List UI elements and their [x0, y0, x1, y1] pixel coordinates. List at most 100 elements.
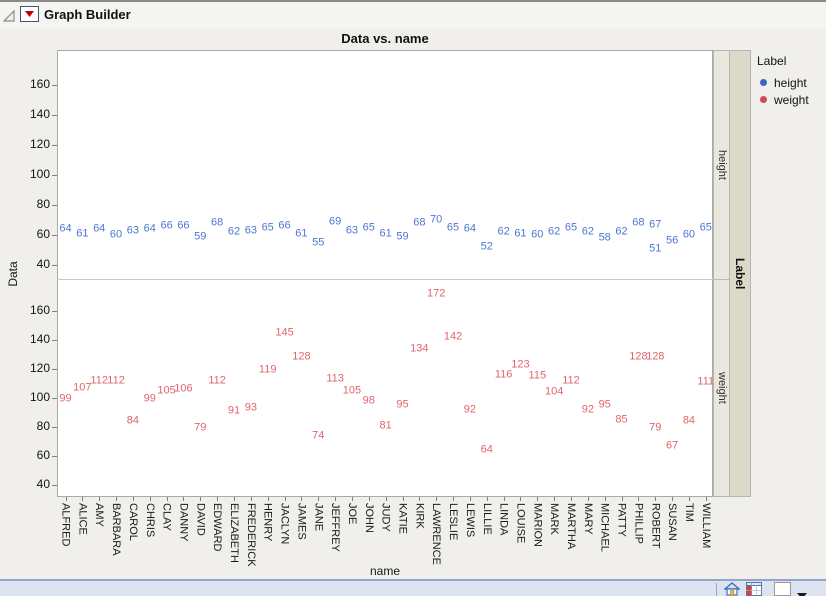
data-point-label-height[interactable]: 51: [649, 242, 662, 254]
data-point-label-weight[interactable]: 128: [292, 350, 311, 363]
data-point-label-height[interactable]: 63: [244, 224, 257, 236]
dropdown-triangle-icon[interactable]: [797, 587, 808, 596]
disclosure-triangle-icon[interactable]: [2, 8, 17, 28]
x-tick-label[interactable]: LAWRENCE: [430, 503, 443, 565]
data-point-label-weight[interactable]: 145: [275, 326, 294, 339]
data-point-label-height[interactable]: 59: [396, 230, 409, 242]
data-point-label-weight[interactable]: 134: [410, 342, 429, 355]
x-tick-label[interactable]: ALICE: [76, 503, 89, 535]
x-tick-label[interactable]: DANNY: [177, 503, 190, 542]
data-point-label-weight[interactable]: 106: [174, 382, 193, 395]
data-point-label-height[interactable]: 65: [261, 221, 274, 233]
legend-item-height[interactable]: height: [757, 74, 823, 91]
data-point-label-height[interactable]: 64: [59, 222, 72, 235]
data-point-label-weight[interactable]: 64: [480, 443, 493, 456]
x-tick-label[interactable]: TIM: [682, 503, 695, 522]
data-point-label-weight[interactable]: 111: [697, 375, 715, 388]
data-point-label-height[interactable]: 61: [76, 227, 89, 239]
x-tick-label[interactable]: MICHAEL: [598, 503, 611, 552]
x-tick-label[interactable]: JANE: [312, 503, 325, 532]
x-tick-label[interactable]: LOUISE: [514, 503, 527, 544]
data-point-label-height[interactable]: 65: [362, 221, 375, 233]
x-tick-label[interactable]: CLAY: [160, 503, 173, 531]
data-point-label-height[interactable]: 60: [682, 228, 696, 241]
x-tick-label[interactable]: SUSAN: [666, 503, 679, 541]
data-point-label-weight[interactable]: 91: [227, 404, 241, 417]
data-point-label-height[interactable]: 62: [497, 225, 510, 238]
data-point-label-height[interactable]: 62: [227, 225, 241, 238]
data-point-label-weight[interactable]: 116: [494, 368, 513, 381]
data-point-label-weight[interactable]: 123: [511, 358, 530, 371]
data-point-label-weight[interactable]: 84: [682, 414, 696, 427]
x-tick-label[interactable]: LINDA: [497, 503, 510, 536]
data-point-label-height[interactable]: 69: [328, 215, 342, 227]
data-point-label-weight[interactable]: 105: [157, 384, 176, 397]
plot-area[interactable]: [57, 50, 713, 497]
x-tick-label[interactable]: JOHN: [362, 503, 375, 533]
data-point-label-weight[interactable]: 112: [208, 374, 226, 387]
x-tick-label[interactable]: JOE: [345, 503, 358, 525]
x-tick-label[interactable]: CHRIS: [143, 503, 156, 538]
x-tick-label[interactable]: AMY: [93, 503, 106, 527]
data-point-label-height[interactable]: 68: [413, 216, 426, 229]
x-tick-label[interactable]: ALFRED: [59, 503, 72, 547]
data-point-label-weight[interactable]: 172: [427, 287, 446, 300]
data-point-label-height[interactable]: 59: [194, 230, 207, 242]
data-point-label-weight[interactable]: 92: [463, 403, 477, 416]
x-tick-label[interactable]: JEFFREY: [329, 503, 342, 552]
data-point-label-height[interactable]: 64: [93, 222, 106, 235]
data-point-label-height[interactable]: 61: [379, 227, 392, 239]
data-point-label-height[interactable]: 62: [615, 225, 628, 238]
data-point-label-weight[interactable]: 93: [244, 401, 257, 414]
x-tick-label[interactable]: CAROL: [126, 503, 139, 541]
red-triangle-menu-button[interactable]: [20, 6, 39, 22]
data-point-label-height[interactable]: 61: [514, 227, 527, 239]
data-point-label-height[interactable]: 52: [480, 240, 493, 253]
x-tick-label[interactable]: MARION: [531, 503, 544, 547]
data-point-label-weight[interactable]: 142: [443, 330, 463, 343]
x-tick-label[interactable]: MARY: [581, 503, 594, 535]
data-point-label-weight[interactable]: 105: [342, 384, 362, 397]
data-point-label-weight[interactable]: 112: [90, 374, 108, 387]
x-tick-label[interactable]: LESLIE: [447, 503, 460, 541]
data-point-label-height[interactable]: 62: [548, 225, 561, 238]
data-point-label-weight[interactable]: 112: [562, 374, 580, 387]
data-point-label-weight[interactable]: 119: [258, 363, 277, 376]
x-tick-label[interactable]: MARK: [548, 503, 561, 535]
selection-box[interactable]: [774, 582, 791, 596]
data-point-label-height[interactable]: 61: [295, 227, 308, 239]
data-point-label-height[interactable]: 70: [430, 213, 443, 226]
data-point-label-height[interactable]: 58: [598, 231, 611, 244]
data-point-label-height[interactable]: 56: [665, 234, 679, 247]
x-tick-label[interactable]: PATTY: [615, 503, 628, 537]
x-tick-label[interactable]: EDWARD: [211, 503, 224, 552]
data-point-label-height[interactable]: 62: [581, 225, 594, 238]
data-point-label-weight[interactable]: 99: [59, 392, 72, 405]
legend-item-weight[interactable]: weight: [757, 91, 823, 108]
data-point-label-weight[interactable]: 128: [629, 350, 648, 363]
data-point-label-height[interactable]: 65: [564, 221, 578, 233]
x-tick-label[interactable]: WILLIAM: [699, 503, 712, 549]
data-point-label-height[interactable]: 60: [531, 228, 544, 241]
data-point-label-weight[interactable]: 92: [581, 403, 594, 416]
x-tick-label[interactable]: BARBARA: [110, 503, 123, 556]
data-point-label-weight[interactable]: 98: [362, 394, 375, 407]
data-point-label-weight[interactable]: 74: [312, 429, 325, 442]
data-point-label-height[interactable]: 68: [211, 216, 224, 229]
data-point-label-height[interactable]: 63: [345, 224, 359, 236]
data-point-label-height[interactable]: 55: [312, 236, 325, 248]
data-point-label-height[interactable]: 64: [463, 222, 477, 235]
data-point-label-weight[interactable]: 113: [326, 372, 344, 385]
data-point-label-weight[interactable]: 67: [665, 439, 679, 452]
data-point-label-height[interactable]: 65: [699, 221, 712, 233]
data-point-label-height[interactable]: 60: [109, 228, 123, 241]
data-point-label-height[interactable]: 63: [126, 224, 140, 236]
data-point-label-weight[interactable]: 128: [646, 350, 665, 363]
x-tick-label[interactable]: ELIZABETH: [228, 503, 240, 563]
x-tick-label[interactable]: MARTHA: [565, 503, 577, 550]
data-point-label-weight[interactable]: 79: [649, 421, 662, 434]
data-point-label-weight[interactable]: 115: [528, 369, 547, 382]
home-icon[interactable]: [723, 582, 741, 596]
x-tick-label[interactable]: JACLYN: [278, 503, 291, 545]
data-point-label-height[interactable]: 68: [632, 216, 645, 229]
